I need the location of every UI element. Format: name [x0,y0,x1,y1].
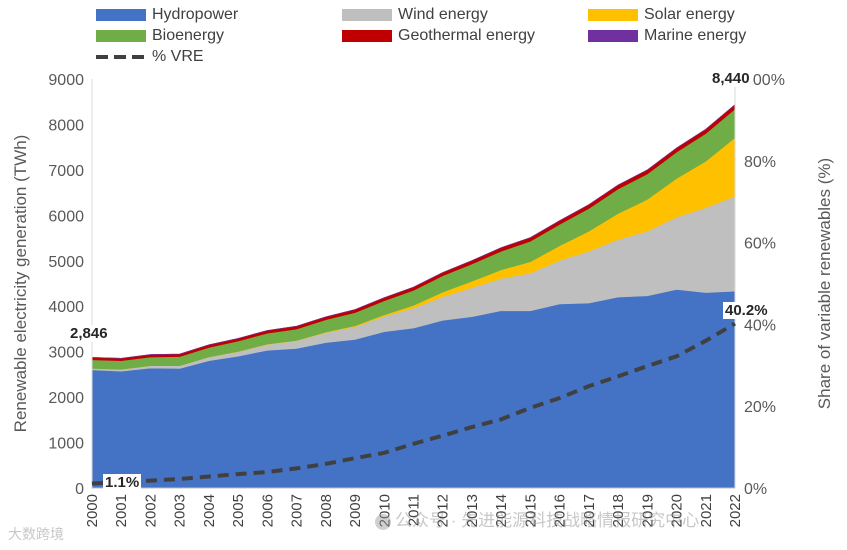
bioenergy-swatch [96,30,146,42]
legend-item-wind: Wind energy [342,6,488,24]
legend-item-solar: Solar energy [588,6,735,24]
x-tick-label: 2015 [522,494,539,527]
vre-start-label: 1.1% [103,474,142,491]
x-tick-label: 2006 [259,494,276,527]
wind-swatch [342,9,392,21]
legend-item-geothermal: Geothermal energy [342,27,535,45]
legend-label: Hydropower [152,6,239,23]
y2-tick-label: 60% [744,236,776,253]
x-tick-label: 2013 [464,494,481,527]
x-tick-label: 2005 [230,494,247,527]
legend-item-vre: % VRE [96,48,204,66]
x-tick-label: 2019 [639,494,656,527]
x-tick-label: 2004 [201,494,218,527]
x-tick-label: 2007 [289,494,306,527]
x-tick-label: 2010 [376,494,393,527]
x-tick-label: 2000 [84,494,101,527]
marine-swatch [588,30,638,42]
y2-axis-title: Share of variable renewables (%) [815,158,834,409]
x-tick-label: 2011 [406,494,423,526]
vre-dash-swatch [96,55,146,59]
legend-label: Marine energy [644,27,747,44]
hydropower-swatch [96,9,146,21]
y-axis-title: Renewable electricity generation (TWh) [11,135,30,433]
watermark-main: 公众号 · 先进能源科技战略情报研究中心 [375,506,699,531]
y-tick-label: 8000 [48,117,84,134]
legend-label: Solar energy [644,6,735,23]
y-tick-label: 1000 [48,436,84,453]
total-end-label: 8,440 [710,70,752,87]
total-start-label: 2,846 [68,325,110,342]
y-tick-label: 4000 [48,299,84,316]
watermark-corner-text: 大数跨境 [8,526,64,542]
solar-swatch [588,9,638,21]
y2-tick-label: 40% [744,317,776,334]
legend-label: Wind energy [398,6,488,23]
y-tick-label: 6000 [48,208,84,225]
legend-label: Geothermal energy [398,27,535,44]
y-tick-label: 9000 [48,72,84,89]
legend: Hydropower Wind energy Solar energy Bioe… [0,0,847,70]
wechat-icon [375,513,391,530]
x-tick-label: 2018 [610,494,627,527]
x-tick-label: 2008 [318,494,335,527]
watermark-corner: 大数跨境 [8,524,64,544]
x-tick-label: 2002 [142,494,159,527]
y-tick-label: 5000 [48,254,84,271]
x-tick-label: 2014 [493,494,510,527]
x-tick-label: 2001 [113,494,130,527]
vre-end-label: 40.2% [723,302,770,319]
x-tick-label: 2021 [698,494,715,527]
y-tick-label: 0 [75,481,84,498]
legend-item-marine: Marine energy [588,27,746,45]
legend-item-bioenergy: Bioenergy [96,27,224,45]
legend-item-hydropower: Hydropower [96,6,238,24]
x-tick-label: 2017 [581,494,598,527]
x-tick-label: 2022 [727,494,744,527]
x-tick-label: 2012 [435,494,452,527]
x-tick-label: 2020 [669,494,686,527]
y2-tick-label: 0% [744,481,767,498]
y2-tick-label: 100% [744,72,785,89]
x-tick-label: 2009 [347,494,364,527]
y-tick-label: 3000 [48,345,84,362]
geothermal-swatch [342,30,392,42]
vre-line [91,321,737,486]
y2-tick-label: 20% [744,399,776,416]
legend-label: Bioenergy [152,27,225,44]
legend-label: % VRE [152,48,204,65]
x-tick-label: 2016 [552,494,569,527]
watermark-text: 公众号 · 先进能源科技战略情报研究中心 [395,511,700,530]
x-tick-label: 2003 [172,494,189,527]
y-tick-label: 7000 [48,163,84,180]
y2-tick-label: 80% [744,154,776,171]
y-tick-label: 2000 [48,390,84,407]
